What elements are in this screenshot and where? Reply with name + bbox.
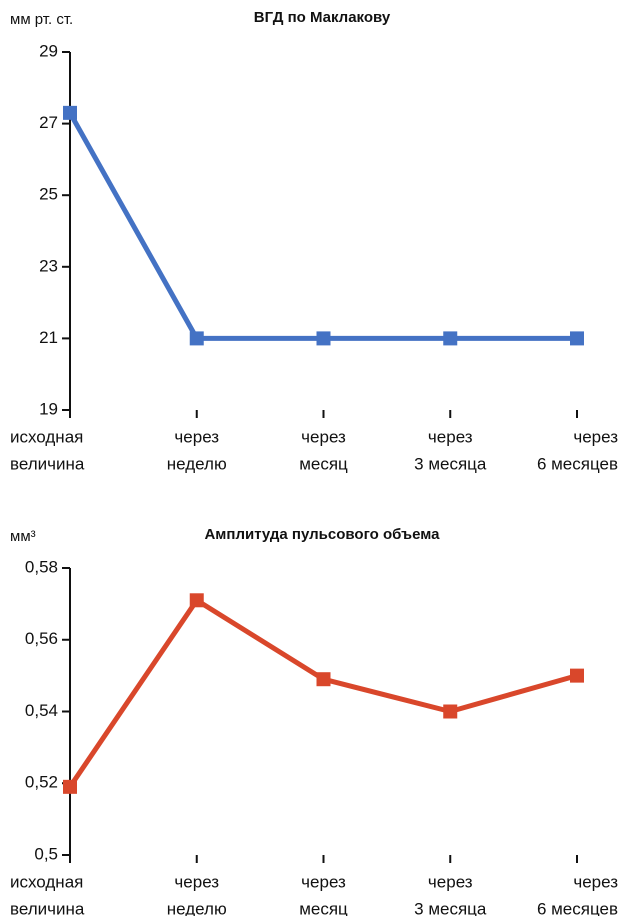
point bbox=[570, 331, 584, 346]
x-tick-label: 6 месяцев bbox=[537, 454, 618, 473]
chart-title: Амплитуда пульсового объема bbox=[204, 526, 440, 543]
x-tick-label: через bbox=[428, 427, 473, 446]
y-tick-label: 0,5 bbox=[34, 844, 58, 863]
point bbox=[63, 105, 77, 120]
x-tick-label: через bbox=[174, 872, 219, 891]
x-tick-label: 3 месяца bbox=[414, 454, 487, 473]
x-tick-label: неделю bbox=[167, 899, 227, 916]
y-tick-label: 0,54 bbox=[25, 701, 58, 720]
point bbox=[189, 593, 204, 608]
y-tick-label: 27 bbox=[39, 113, 58, 132]
point bbox=[316, 672, 331, 687]
x-tick-label: через bbox=[573, 872, 618, 891]
point bbox=[443, 704, 458, 719]
point bbox=[63, 779, 77, 794]
x-tick-label: через bbox=[573, 427, 618, 446]
chart: Амплитуда пульсового объема мм³ 0,5 0,52 0,5… bbox=[10, 526, 618, 916]
y-tick-label: 0,56 bbox=[25, 629, 58, 648]
x-tick-label: месяц bbox=[299, 454, 348, 473]
x-tick-label: величина bbox=[10, 454, 85, 473]
chart-title: ВГД по Маклакову bbox=[254, 9, 391, 26]
point bbox=[443, 331, 458, 346]
x-tick-label: через bbox=[174, 427, 219, 446]
y-axis-label: мм³ bbox=[10, 528, 36, 545]
point bbox=[570, 668, 584, 683]
x-tick-label: 3 месяца bbox=[414, 899, 487, 916]
series-line bbox=[67, 111, 577, 341]
x-tick-label: 6 месяцев bbox=[537, 899, 618, 916]
x-tick-label: исходная bbox=[10, 427, 83, 446]
x-tick-label: месяц bbox=[299, 899, 348, 916]
y-tick-label: 23 bbox=[39, 256, 58, 275]
x-tick-label: через bbox=[428, 872, 473, 891]
x-tick-label: через bbox=[301, 427, 346, 446]
x-tick-label: величина bbox=[10, 899, 85, 916]
point bbox=[316, 331, 331, 346]
y-tick-label: 25 bbox=[39, 185, 58, 204]
y-tick-label: 0,52 bbox=[25, 773, 58, 792]
series-line bbox=[67, 597, 578, 789]
point bbox=[189, 331, 204, 346]
x-tick-label: исходная bbox=[10, 872, 83, 891]
x-tick-label: неделю bbox=[167, 454, 227, 473]
y-tick-label: 0,58 bbox=[25, 557, 58, 576]
y-tick-label: 19 bbox=[39, 399, 58, 418]
y-tick-label: 29 bbox=[39, 41, 58, 60]
chart: ВГД по Маклакову мм рт. ст. 19 21 23 25 27 29 ис… bbox=[10, 9, 618, 474]
x-tick-label: через bbox=[301, 872, 346, 891]
y-tick-label: 21 bbox=[39, 328, 58, 347]
y-axis-label: мм рт. ст. bbox=[10, 11, 73, 28]
